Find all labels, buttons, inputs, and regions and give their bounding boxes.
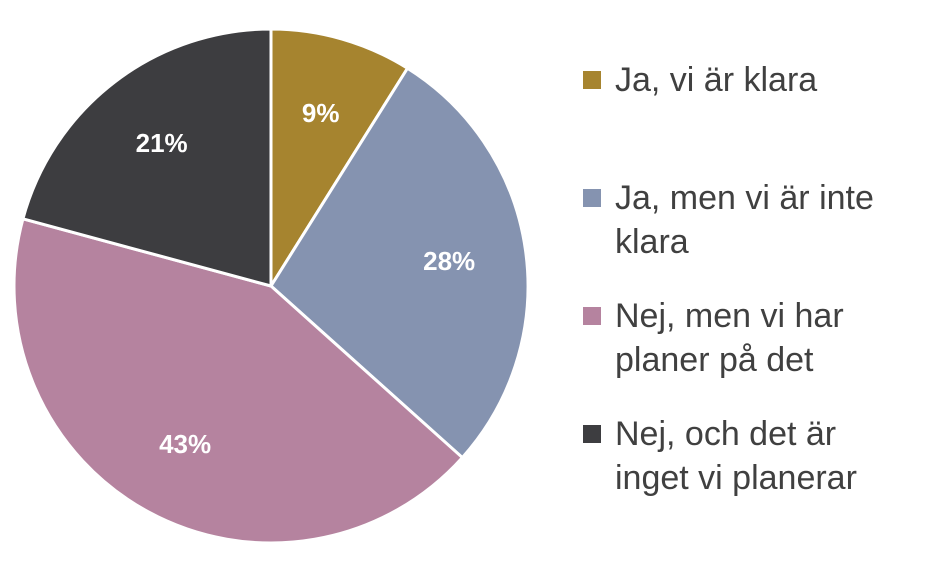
legend-label: Ja, vi är klara [615, 61, 818, 99]
pie-chart: 9% 28% 43% 21% [12, 27, 530, 545]
legend-item-nej-inget: Nej, och det är inget vi planerar [583, 412, 915, 500]
legend-label: Nej, och det är inget vi planerar [615, 415, 857, 497]
legend-item-ja-inte-klara: Ja, men vi är inte klara [583, 176, 915, 264]
legend-item-nej-planer: Nej, men vi har planer på det [583, 294, 915, 382]
legend-item-ja-klara: Ja, vi är klara [583, 58, 915, 102]
legend-swatch [583, 307, 601, 325]
pie-data-label-2: 43% [159, 429, 211, 459]
legend-swatch [583, 71, 601, 89]
legend-swatch [583, 425, 601, 443]
pie-slices [12, 27, 530, 545]
legend-label: Nej, men vi har planer på det [615, 297, 844, 379]
pie-slice-2 [12, 217, 464, 545]
pie-data-label-0: 9% [302, 98, 340, 128]
pie-data-label-1: 28% [423, 246, 475, 276]
pie-slice-0 [269, 27, 409, 288]
pie-data-labels: 9% 28% 43% 21% [136, 98, 476, 459]
legend-swatch [583, 189, 601, 207]
pie-slice-1 [269, 66, 530, 460]
legend-label: Ja, men vi är inte klara [615, 179, 874, 261]
pie-data-label-3: 21% [136, 128, 188, 158]
pie-slice-3 [21, 27, 273, 288]
